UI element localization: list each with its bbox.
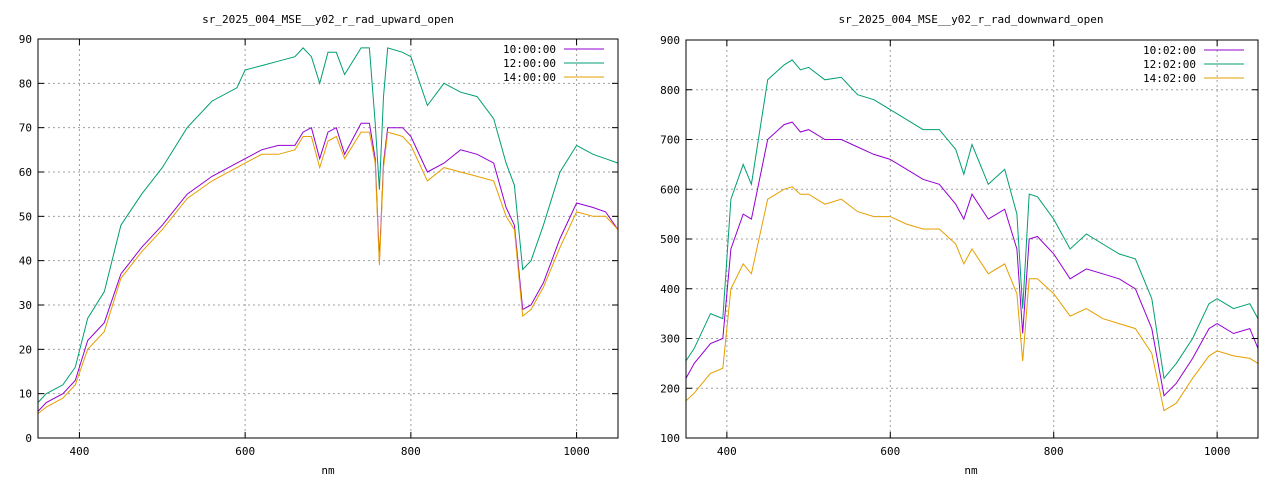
y-tick-label: 800 [660,84,680,97]
series-line-14-00-00 [37,131,619,414]
x-tick-label: 800 [1044,445,1064,458]
x-tick-label: 1000 [563,445,590,458]
legend-label: 10:00:00 [503,43,556,56]
series-line-10-00-00 [37,122,619,412]
series-line-12-02-00 [685,59,1259,380]
upward-chart-panel: sr_2025_004_MSE__y02_r_rad_upward_open 0 1… [19,13,619,477]
x-tick-label: 400 [717,445,737,458]
y-tick-label: 40 [19,255,32,268]
y-tick-label: 300 [660,333,680,346]
y-tick-label: 0 [25,432,32,445]
x-tick-label: 400 [69,445,89,458]
downward-chart-panel: sr_2025_004_MSE__y02_r_rad_downward_open… [660,13,1259,477]
y-tick-label: 70 [19,122,32,135]
y-tick-label: 80 [19,77,32,90]
series-line-10-02-00 [685,121,1259,397]
x-axis-label: nm [964,464,978,477]
y-tick-label: 900 [660,34,680,47]
y-tick-label: 60 [19,166,32,179]
legend-label: 10:02:00 [1143,44,1196,57]
x-tick-label: 600 [880,445,900,458]
y-tick-label: 20 [19,343,32,356]
x-tick-label: 1000 [1204,445,1231,458]
y-tick-label: 200 [660,382,680,395]
y-tick-label: 50 [19,210,32,223]
chart-title: sr_2025_004_MSE__y02_r_rad_upward_open [202,13,454,26]
x-tick-label: 800 [401,445,421,458]
series-line-14-02-00 [685,186,1259,412]
plot-frame [37,38,619,439]
x-axis-label: nm [321,464,335,477]
legend-label: 14:00:00 [503,71,556,84]
y-tick-label: 10 [19,388,32,401]
y-tick-label: 700 [660,134,680,147]
legend-label: 12:02:00 [1143,58,1196,71]
y-tick-label: 400 [660,283,680,296]
legend-label: 12:00:00 [503,57,556,70]
y-tick-label: 100 [660,432,680,445]
y-tick-label: 500 [660,233,680,246]
y-tick-label: 30 [19,299,32,312]
y-tick-label: 90 [19,33,32,46]
x-tick-label: 600 [235,445,255,458]
legend-label: 14:02:00 [1143,72,1196,85]
y-tick-label: 600 [660,183,680,196]
chart-title: sr_2025_004_MSE__y02_r_rad_downward_open [839,13,1104,26]
series-line-12-00-00 [37,47,619,403]
